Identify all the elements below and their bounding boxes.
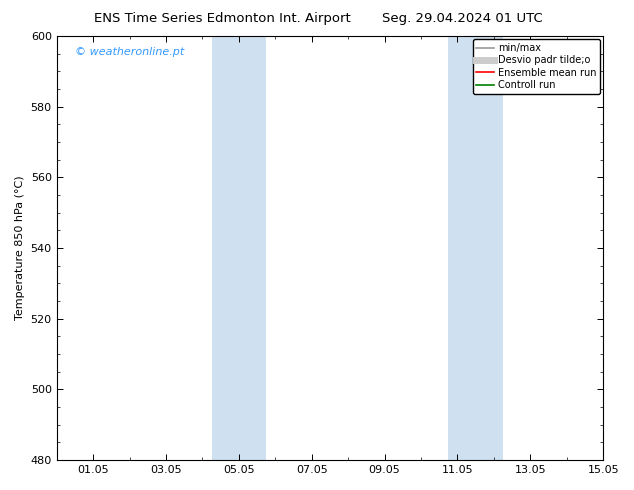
Text: Seg. 29.04.2024 01 UTC: Seg. 29.04.2024 01 UTC: [382, 12, 543, 25]
Bar: [448, 36, 503, 460]
Bar: [212, 36, 266, 460]
Text: © weatheronline.pt: © weatheronline.pt: [75, 47, 184, 57]
Y-axis label: Temperature 850 hPa (°C): Temperature 850 hPa (°C): [15, 176, 25, 320]
Legend: min/max, Desvio padr tilde;o, Ensemble mean run, Controll run: min/max, Desvio padr tilde;o, Ensemble m…: [472, 39, 600, 94]
Text: ENS Time Series Edmonton Int. Airport: ENS Time Series Edmonton Int. Airport: [94, 12, 350, 25]
